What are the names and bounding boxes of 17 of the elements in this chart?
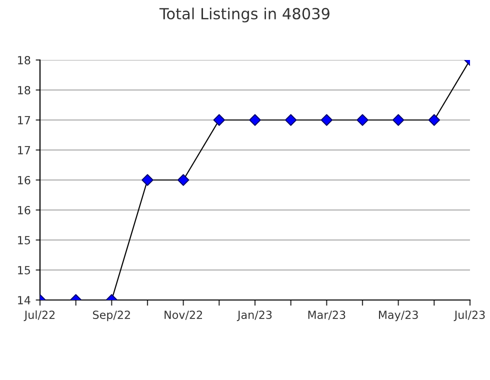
y-tick-label: 16 xyxy=(18,206,30,214)
y-tick-label: 14 xyxy=(18,296,30,304)
x-tick-label: Jul/22 xyxy=(24,310,55,322)
y-tick-label: 17 xyxy=(18,146,30,154)
x-tick-label: Sep/22 xyxy=(92,310,130,322)
y-tick-label: 18 xyxy=(18,86,30,94)
y-tick-label: 15 xyxy=(18,266,30,274)
y-tick-label: 15 xyxy=(18,236,30,244)
x-tick-label: Jan/23 xyxy=(236,310,272,322)
y-tick-label: 18 xyxy=(18,56,30,64)
y-tick-label: 16 xyxy=(18,176,30,184)
x-tick-label: Jul/23 xyxy=(454,310,485,322)
x-tick-label: May/23 xyxy=(378,310,418,322)
chart-title: Total Listings in 48039 xyxy=(159,8,330,22)
x-tick-label: Mar/23 xyxy=(308,310,346,320)
x-tick-label: Nov/22 xyxy=(164,310,202,320)
y-tick-label: 17 xyxy=(18,116,30,124)
